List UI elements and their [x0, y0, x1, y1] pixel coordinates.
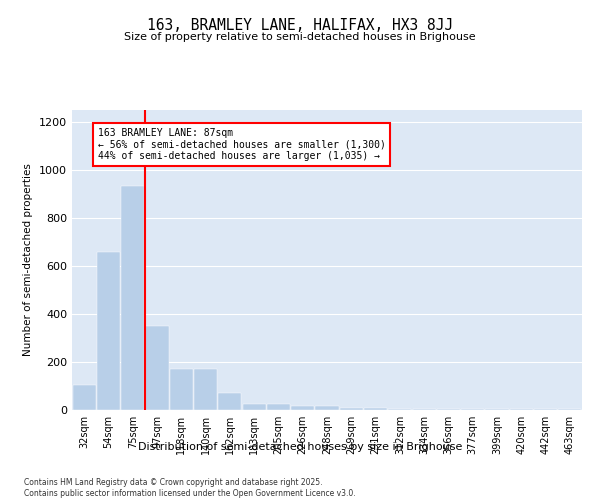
Bar: [145, 326, 169, 410]
Bar: [242, 404, 266, 410]
Bar: [461, 409, 484, 410]
Text: 163, BRAMLEY LANE, HALIFAX, HX3 8JJ: 163, BRAMLEY LANE, HALIFAX, HX3 8JJ: [147, 18, 453, 32]
Bar: [364, 408, 387, 410]
Text: Size of property relative to semi-detached houses in Brighouse: Size of property relative to semi-detach…: [124, 32, 476, 42]
Y-axis label: Number of semi-detached properties: Number of semi-detached properties: [23, 164, 34, 356]
Bar: [388, 409, 412, 410]
Text: Distribution of semi-detached houses by size in Brighouse: Distribution of semi-detached houses by …: [138, 442, 462, 452]
Text: Contains HM Land Registry data © Crown copyright and database right 2025.
Contai: Contains HM Land Registry data © Crown c…: [24, 478, 356, 498]
Bar: [413, 409, 436, 410]
Bar: [291, 406, 314, 410]
Bar: [340, 408, 363, 410]
Bar: [437, 409, 460, 410]
Bar: [97, 252, 120, 410]
Bar: [316, 406, 338, 410]
Bar: [267, 404, 290, 410]
Text: 163 BRAMLEY LANE: 87sqm
← 56% of semi-detached houses are smaller (1,300)
44% of: 163 BRAMLEY LANE: 87sqm ← 56% of semi-de…: [97, 128, 385, 161]
Bar: [194, 369, 217, 410]
Bar: [218, 393, 241, 410]
Bar: [170, 369, 193, 410]
Bar: [73, 385, 95, 410]
Bar: [121, 186, 144, 410]
